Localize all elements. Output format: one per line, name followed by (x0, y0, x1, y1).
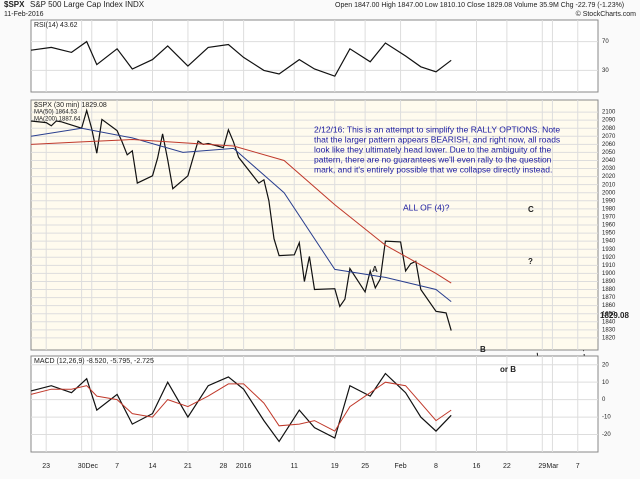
y-tick-label: 2010 (602, 182, 616, 188)
x-tick-label: 30 (78, 463, 86, 470)
series-line (30, 108, 452, 331)
y-tick-label: 2030 (602, 166, 616, 172)
legend-entry: MA(50) 1864.53 (34, 110, 78, 116)
y-tick-label: 1880 (602, 287, 616, 293)
x-tick-label: Feb (395, 463, 407, 470)
y-tick-label: 1930 (602, 247, 616, 253)
panel (30, 19, 599, 93)
y-tick-label: 10 (602, 380, 609, 386)
x-tick-label: 7 (115, 463, 119, 470)
annotation: ALL OF (4)? (403, 202, 450, 212)
x-tick-label: 21 (184, 463, 192, 470)
y-tick-label: 1920 (602, 255, 616, 261)
y-tick-label: 0 (602, 397, 606, 403)
y-tick-label: 1940 (602, 239, 616, 245)
x-tick-label: 11 (291, 463, 298, 470)
y-tick-label: 2020 (602, 174, 616, 180)
y-tick-label: -10 (602, 415, 611, 421)
y-tick-label: 1850 (602, 311, 616, 317)
y-tick-label: 1900 (602, 271, 616, 277)
series-line (30, 381, 452, 432)
y-tick-label: 1980 (602, 206, 616, 212)
annotation: pattern, there are no guarantees we'll e… (314, 154, 552, 164)
panel-label: $SPX (30 min) 1829.08 (34, 102, 107, 109)
y-tick-label: 2060 (602, 142, 616, 148)
y-tick-label: 20 (602, 362, 609, 368)
annotation: look like they ultimately head lower. Du… (314, 144, 551, 154)
series-line (30, 138, 452, 284)
x-tick-label: 23 (42, 463, 50, 470)
y-tick-label: 2100 (602, 110, 616, 116)
panel-label: MACD (12,26,9) -8.520, -5.795, -2.725 (34, 358, 154, 365)
annotation: that the larger pattern appears BEARISH,… (314, 134, 560, 144)
y-tick-label: 1970 (602, 215, 616, 221)
x-tick-label: 16 (473, 463, 481, 470)
y-tick-label: 1950 (602, 231, 616, 237)
legend-entry: MA(200) 1887.64 (34, 117, 81, 123)
x-tick-label: Dec (86, 463, 99, 470)
series-line (30, 127, 452, 302)
annotation: B (480, 345, 486, 354)
name: S&P 500 Large Cap Index INDX (30, 0, 145, 9)
x-tick-label: 25 (361, 463, 369, 470)
annotation: or B (500, 365, 516, 374)
y-tick-label: 2050 (602, 150, 616, 156)
symbol: $SPX (4, 0, 25, 9)
annotation: 1829.08 (600, 311, 629, 320)
x-tick-label: 28 (219, 463, 227, 470)
y-tick-label: 1960 (602, 223, 616, 229)
y-tick-label: 2090 (602, 118, 616, 124)
y-tick-label: 1990 (602, 198, 616, 204)
date: 11-Feb-2016 (4, 11, 44, 18)
x-tick-label: 2016 (236, 463, 252, 470)
quote: Open 1847.00 High 1847.00 Low 1810.10 Cl… (335, 2, 624, 9)
y-tick-label: 2040 (602, 158, 616, 164)
x-tick-label: Mar (546, 463, 559, 470)
annotation: mark, and it's entirely possible that we… (314, 164, 552, 174)
y-tick-label: 1840 (602, 319, 616, 325)
x-tick-label: 29 (538, 463, 546, 470)
y-tick-label: 2080 (602, 126, 616, 132)
y-tick-label: -20 (602, 432, 611, 438)
panel (30, 355, 599, 453)
x-tick-label: 14 (149, 463, 157, 470)
y-tick-label: 1830 (602, 327, 616, 333)
panel-label: RSI(14) 43.62 (34, 22, 78, 29)
annotation: C (528, 205, 534, 214)
y-tick-label: 1820 (602, 335, 616, 341)
y-tick-label: 1870 (602, 295, 616, 301)
y-tick-label: 2000 (602, 190, 616, 196)
series-line (30, 372, 452, 443)
y-tick-label: 2070 (602, 134, 616, 140)
y-tick-label: 30 (602, 68, 609, 74)
annotation: ? (528, 257, 533, 266)
y-tick-label: 1890 (602, 279, 616, 285)
annotation: 2/12/16: This is an attempt to simplify … (314, 124, 560, 134)
credit: © StockCharts.com (576, 10, 637, 18)
series-line (30, 40, 452, 77)
x-tick-label: 7 (576, 463, 580, 470)
y-tick-label: 70 (602, 39, 609, 45)
x-tick-label: 8 (434, 463, 438, 470)
y-tick-label: 1860 (602, 303, 616, 309)
x-tick-label: 19 (331, 463, 339, 470)
x-tick-label: 22 (503, 463, 511, 470)
y-tick-label: 1910 (602, 263, 616, 269)
annotation: A (372, 265, 378, 274)
